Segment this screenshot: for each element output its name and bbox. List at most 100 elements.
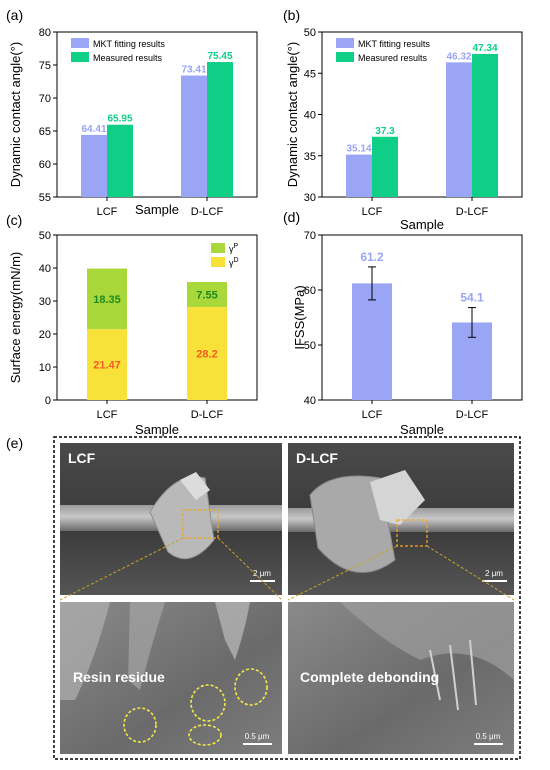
residue-marker <box>234 668 268 706</box>
resin-fragment <box>180 472 210 500</box>
fracture-ridge <box>340 602 514 680</box>
data-label: 46.32 <box>446 51 471 62</box>
legend-swatch <box>211 243 225 253</box>
sem-image-lcf: LCF 2 μm <box>60 443 282 595</box>
residue-marker <box>123 707 157 743</box>
legend-swatch <box>71 38 89 48</box>
bar <box>372 136 398 197</box>
fracture-ridge <box>60 602 110 700</box>
x-tick-label: LCF <box>97 206 118 218</box>
y-tick-label: 70 <box>39 93 51 105</box>
data-label: 37.3 <box>375 126 395 137</box>
legend-label: Measured results <box>93 53 163 63</box>
x-tick-label: D-LCF <box>191 409 224 421</box>
legend-label: γD <box>229 257 239 268</box>
legend-label: MKT fitting results <box>93 39 165 49</box>
bar <box>181 75 207 197</box>
plot-frame <box>56 31 258 198</box>
resin-fragment <box>370 470 425 525</box>
caption-resin-residue: Resin residue <box>73 669 165 685</box>
legend-label: γP <box>229 243 239 254</box>
legend-superscript: P <box>234 243 239 250</box>
bar <box>107 124 133 197</box>
bar <box>472 53 498 197</box>
y-axis-title: Dynamic contact angle(°) <box>285 42 300 187</box>
scale-label: 2 μm <box>485 569 503 578</box>
chart-d: 40 50 60 70 LCF D-LCF Sample IFSS(MPa) 61.2 54.1 <box>292 230 523 437</box>
y-tick-label: 60 <box>304 285 316 297</box>
y-tick-label: 75 <box>39 60 51 72</box>
y-tick-label: 40 <box>39 263 51 275</box>
x-tick-label: LCF <box>362 409 383 421</box>
y-tick-label: 80 <box>39 27 51 39</box>
sem-closeup-dlcf: Complete debonding 0.5 μm <box>288 602 514 754</box>
data-label: 21.47 <box>93 360 121 372</box>
stacked-bar-segment <box>187 282 227 307</box>
legend-label: Measured results <box>358 53 428 63</box>
stacked-bar-segment <box>187 306 227 400</box>
y-tick-label: 40 <box>304 395 316 407</box>
panel-label-b: (b) <box>283 7 300 23</box>
chart-b: 30 35 40 45 50 LCF D-LCF Sample Dynamic contact … <box>285 27 523 232</box>
data-label: 28.2 <box>196 348 217 360</box>
legend-swatch <box>336 38 354 48</box>
y-tick-label: 55 <box>39 192 51 204</box>
data-label: 54.1 <box>460 291 484 305</box>
y-axis-title: Surface energy(mN/m) <box>8 252 23 383</box>
x-axis-title: Sample <box>135 202 179 217</box>
panel-label-e: (e) <box>6 435 23 451</box>
y-tick-label: 65 <box>39 126 51 138</box>
y-tick-label: 0 <box>45 395 51 407</box>
stacked-bar-segment <box>87 268 127 330</box>
sem-label-lcf: LCF <box>68 450 96 466</box>
panel-label-c: (c) <box>6 212 22 228</box>
bar <box>207 62 233 197</box>
y-tick-label: 60 <box>39 159 51 171</box>
legend-swatch <box>211 257 225 267</box>
data-label: 35.14 <box>346 144 371 155</box>
bar <box>352 283 392 400</box>
y-tick-label: 30 <box>39 296 51 308</box>
fracture-ridge <box>215 602 250 660</box>
y-tick-label: 30 <box>304 192 316 204</box>
zoom-guide <box>287 545 398 601</box>
residue-marker <box>188 724 222 746</box>
y-tick-label: 50 <box>304 27 316 39</box>
bar <box>446 62 472 197</box>
y-axis-title: Dynamic contact angle(°) <box>8 42 23 187</box>
scale-label: 0.5 μm <box>245 732 270 741</box>
sem-dashed-frame <box>53 436 521 760</box>
x-tick-label: LCF <box>97 409 118 421</box>
y-tick-label: 50 <box>39 230 51 242</box>
sem-label-dlcf: D-LCF <box>296 450 338 466</box>
scale-label: 0.5 μm <box>476 732 501 741</box>
y-axis-title: IFSS(MPa) <box>292 285 307 349</box>
zoom-guide <box>59 537 184 601</box>
legend-label: MKT fitting results <box>358 39 430 49</box>
fracture-ridge <box>128 602 165 690</box>
x-axis-title: Sample <box>400 422 444 437</box>
bar <box>81 134 107 197</box>
plot-frame <box>56 234 258 401</box>
data-label: 73.41 <box>181 64 206 75</box>
panel-label-d: (d) <box>283 209 300 225</box>
fiber-streaks <box>429 639 477 711</box>
chart-a: 55 60 65 70 75 80 LCF D-LCF Sample Dynamic contac… <box>8 27 258 218</box>
scale-label: 2 μm <box>253 569 271 578</box>
legend-swatch <box>336 52 354 62</box>
data-label: 18.35 <box>93 294 121 306</box>
data-label: 61.2 <box>360 250 384 264</box>
legend-superscript: D <box>234 257 239 264</box>
zoom-box <box>182 509 219 539</box>
sem-image-dlcf: D-LCF 2 μm <box>288 443 514 595</box>
residue-marker <box>190 684 226 722</box>
data-label: 7.55 <box>196 289 217 301</box>
zoom-box <box>396 519 428 547</box>
legend-swatch <box>71 52 89 62</box>
bar <box>346 154 372 197</box>
stacked-bar-segment <box>87 329 127 400</box>
y-tick-label: 20 <box>39 329 51 341</box>
y-tick-label: 35 <box>304 151 316 163</box>
x-axis-title: Sample <box>400 217 444 232</box>
